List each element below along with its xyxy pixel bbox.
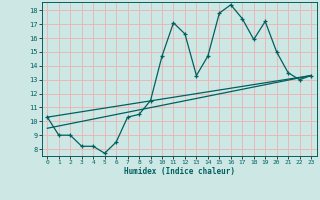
X-axis label: Humidex (Indice chaleur): Humidex (Indice chaleur)	[124, 167, 235, 176]
